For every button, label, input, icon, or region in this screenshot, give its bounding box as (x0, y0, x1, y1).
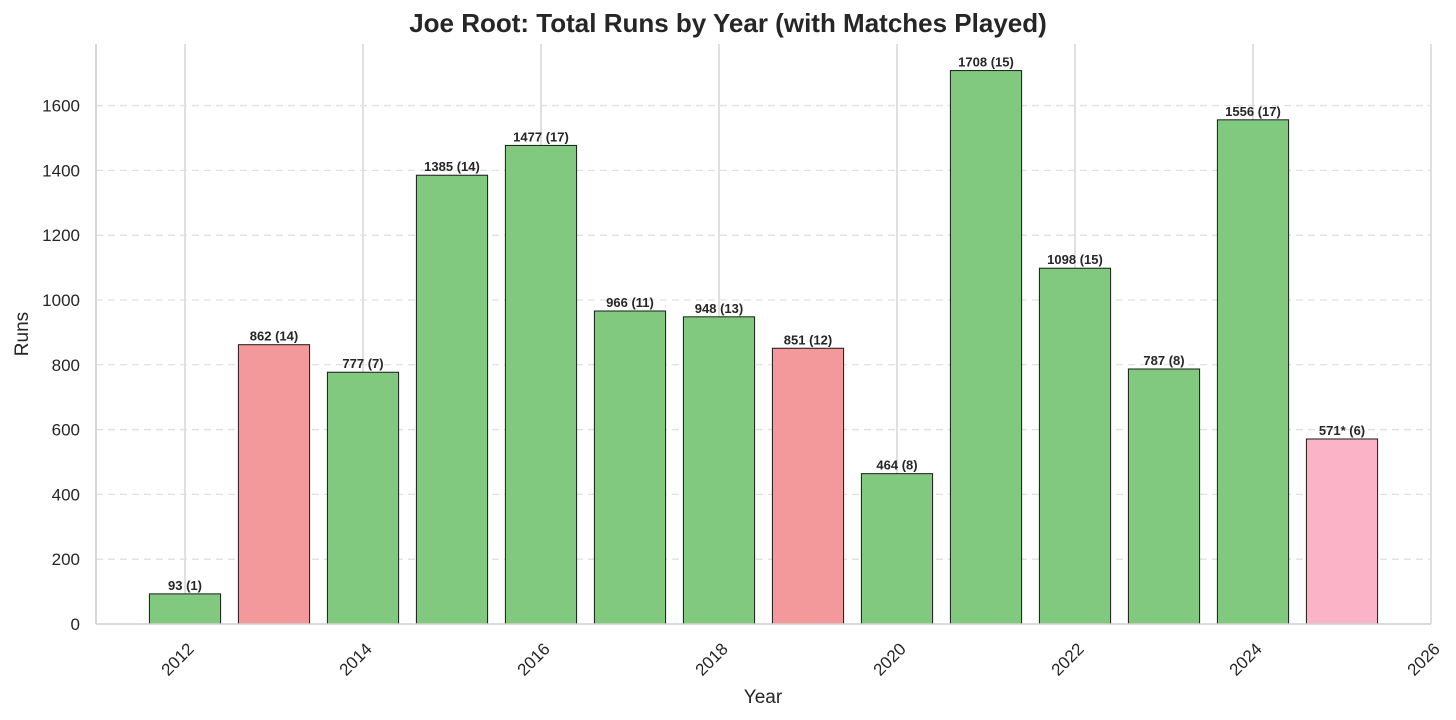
bar (1038, 267, 1112, 625)
bar (1127, 368, 1201, 625)
y-tick-label: 600 (52, 421, 80, 440)
bar (1216, 119, 1290, 625)
bar (326, 371, 400, 625)
x-tick-label: 2020 (870, 639, 910, 679)
bar (148, 593, 222, 625)
data-labels: 93 (1) 862 (14) 777 (7) 1385 (14) 1477 (17) 9… (168, 55, 1365, 593)
bar-data-label: 571* (6) (1319, 423, 1365, 438)
x-tick-label: 2016 (514, 639, 554, 679)
bar (771, 347, 845, 625)
axes: 0 200 400 600 800 1000 1200 1400 1600 2012 2014 201… (42, 44, 1444, 680)
bar (860, 473, 934, 625)
y-tick-label: 800 (52, 356, 80, 375)
y-tick-label: 200 (52, 550, 80, 569)
bar (415, 174, 489, 625)
bar-data-label: 1477 (17) (513, 129, 569, 144)
bars (148, 70, 1379, 625)
bar-data-label: 851 (12) (784, 332, 832, 347)
bar (1305, 438, 1379, 625)
y-tick-label: 1200 (42, 226, 80, 245)
bar (949, 70, 1023, 625)
bar-data-label: 966 (11) (606, 295, 654, 310)
y-tick-label: 1000 (42, 291, 80, 310)
bar-data-label: 787 (8) (1143, 353, 1184, 368)
y-tick-label: 1400 (42, 161, 80, 180)
x-tick-label: 2012 (158, 639, 198, 679)
bar-data-label: 93 (1) (168, 578, 202, 593)
bar (682, 316, 756, 625)
y-axis-title: Runs (12, 312, 33, 356)
x-axis-title: Year (744, 687, 783, 708)
chart-title: Joe Root: Total Runs by Year (with Match… (409, 8, 1047, 38)
bar (237, 344, 311, 625)
y-tick-label: 1600 (42, 97, 80, 116)
bar (504, 144, 578, 625)
bar-data-label: 1708 (15) (958, 55, 1014, 70)
bar-data-label: 464 (8) (876, 458, 917, 473)
x-tick-label: 2026 (1404, 639, 1444, 679)
y-tick-label: 400 (52, 485, 80, 504)
x-tick-label: 2022 (1048, 639, 1088, 679)
x-tick-label: 2024 (1226, 639, 1266, 679)
bar-data-label: 1385 (14) (424, 159, 480, 174)
x-tick-label: 2018 (692, 639, 732, 679)
x-tick-label: 2014 (336, 639, 376, 679)
bar (593, 310, 667, 625)
bar-data-label: 1098 (15) (1047, 252, 1103, 267)
bar-data-label: 862 (14) (250, 329, 298, 344)
bar-data-label: 1556 (17) (1225, 104, 1281, 119)
bar-data-label: 777 (7) (342, 356, 383, 371)
bar-data-label: 948 (13) (695, 301, 743, 316)
grid-lines (96, 44, 1432, 624)
y-tick-label: 0 (71, 615, 80, 634)
